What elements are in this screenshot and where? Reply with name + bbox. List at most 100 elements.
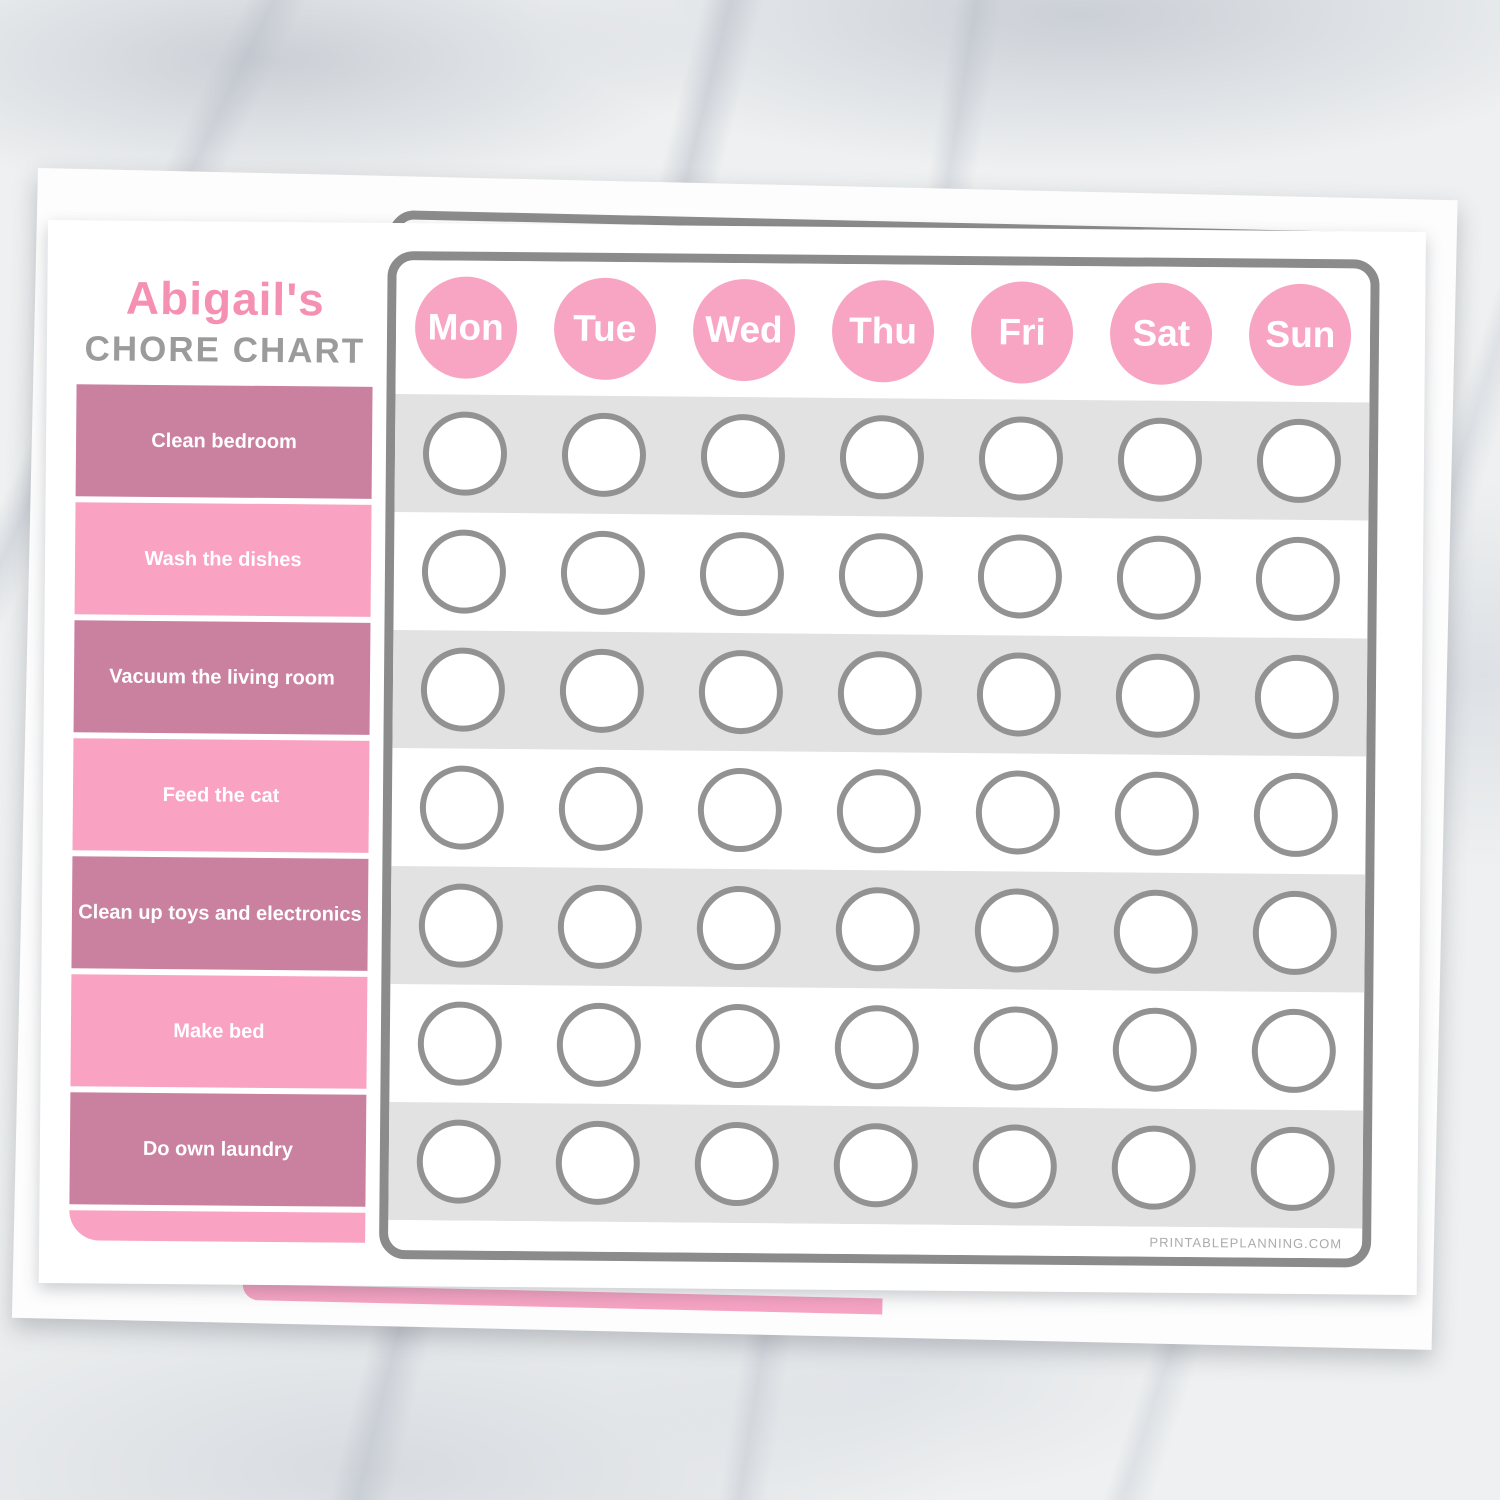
check-cell [809,768,949,854]
check-circle [695,1003,781,1089]
check-circle [697,767,783,853]
check-cell [1089,535,1229,621]
check-cell [1087,771,1227,857]
check-cell [1088,653,1228,739]
check-cell [808,886,948,972]
check-cell [950,534,1090,619]
check-circle [555,1120,640,1206]
check-cell [1228,536,1368,622]
check-cell [670,767,810,853]
check-cell [668,1003,808,1089]
check-cell [1085,1007,1225,1093]
page-title: Abigail's [125,271,325,326]
check-circle [418,883,503,968]
check-cell [672,531,812,617]
check-circle [1252,890,1338,976]
check-circle [556,1002,641,1088]
check-circle [561,412,647,498]
check-cell [533,530,673,616]
check-cell [1086,889,1226,975]
check-circle [1254,654,1340,740]
check-circle [415,1119,501,1204]
day-header-circle: Wed [692,278,796,382]
check-cell [390,883,530,968]
check-cell [669,885,809,971]
check-cell [1223,1126,1363,1212]
check-cell [393,647,533,732]
chore-label: Clean bedroom [75,384,373,500]
day-header-cell: Tue [535,277,675,381]
check-circle [1250,1126,1336,1212]
check-cell [667,1121,807,1207]
check-circle [1253,772,1339,858]
check-cell [671,649,811,735]
check-cell [1090,417,1230,503]
day-header-cell: Fri [952,281,1092,384]
day-header-cell: Mon [396,276,536,380]
check-circle [1115,653,1201,739]
check-circle [420,647,505,732]
day-header-circle: Mon [414,276,518,380]
check-circle [422,411,507,497]
check-cell [392,765,532,850]
check-cell [1084,1125,1224,1211]
check-circle [421,529,506,615]
day-header-cell: Sun [1230,283,1370,387]
check-cell [531,766,671,852]
check-circle [1116,535,1202,621]
chore-label: Feed the cat [72,738,370,854]
check-circle [694,1121,779,1207]
check-circle [972,1124,1058,1209]
day-header-cell: Sat [1091,282,1231,386]
check-circle [419,765,504,850]
check-cell [812,414,952,500]
check-cell [948,770,1088,855]
check-circle [833,1122,919,1208]
grid-row [389,984,1364,1110]
day-header-circle: Sun [1249,283,1352,387]
check-circle [973,1006,1059,1091]
check-cell [1224,1008,1364,1094]
check-cell [528,1120,668,1206]
check-circle [559,648,644,734]
check-circle [976,652,1062,737]
chore-label: Do own laundry [69,1092,367,1207]
check-circle [557,884,642,970]
check-cell [395,411,535,497]
day-header-circle: Tue [553,277,657,381]
check-circle [974,888,1060,973]
check-cell [534,412,674,498]
chore-partial-block [69,1210,366,1243]
check-cell [673,413,813,499]
check-circle [699,531,785,617]
check-circle [835,886,921,972]
check-cell [1226,772,1366,858]
tracking-grid: Mon Tue Wed Thu Fri Sat Sun PRINTABLEPLANNING.… [378,250,1380,1268]
day-header-cell: Wed [674,278,814,382]
check-cell [388,1119,528,1204]
check-circle [698,649,784,735]
check-cell [389,1001,529,1086]
check-circle [839,414,925,500]
chore-label: Clean up toys and electronics [71,856,369,972]
check-circle [560,530,646,616]
grid-row [390,866,1366,993]
check-circle [558,766,643,852]
check-circle [975,770,1061,855]
grid-row [393,512,1368,638]
check-circle [1251,1008,1337,1094]
check-circle [417,1001,502,1086]
check-circle [1111,1125,1197,1211]
check-cell [1227,654,1367,740]
check-circle [838,532,924,618]
check-cell [949,652,1089,737]
chore-list: Clean bedroom Wash the dishes Vacuum the l… [69,384,373,1207]
check-circle [696,885,782,971]
day-header-circle: Sat [1109,282,1213,386]
check-circle [977,534,1063,619]
chore-label: Wash the dishes [74,502,372,618]
check-circle [1112,1007,1198,1093]
check-cell [394,529,534,615]
check-cell [532,648,672,734]
